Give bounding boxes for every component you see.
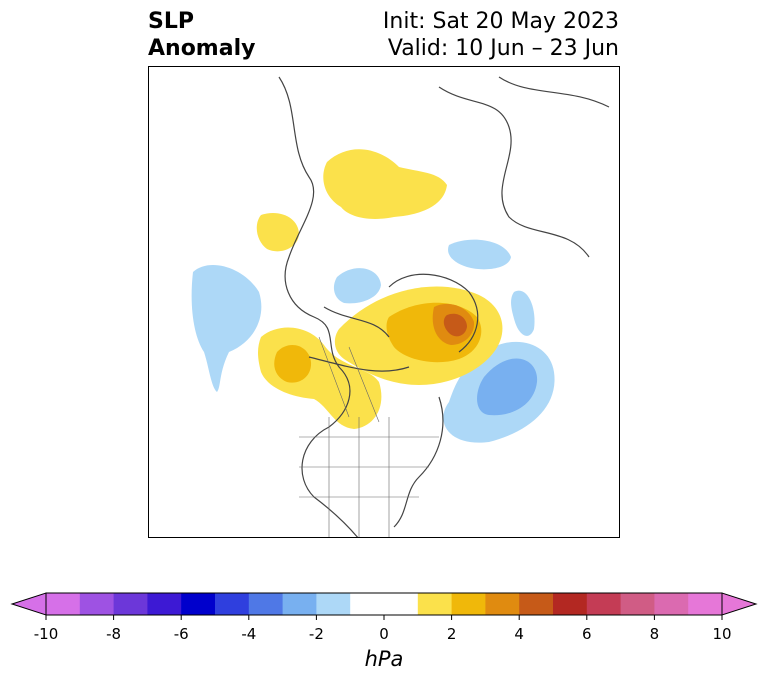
map-panel <box>148 66 620 538</box>
init-date: Init: Sat 20 May 2023 <box>382 9 619 34</box>
anomaly-low-hudson <box>333 268 381 304</box>
colorbar-tick-label: -6 <box>173 625 189 643</box>
colorbar-swatch <box>688 593 723 615</box>
colorbar-tick-label: -10 <box>33 625 59 643</box>
colorbar-swatch <box>451 593 486 615</box>
colorbar-unit: hPa <box>364 647 404 671</box>
anomaly-high-greenland-4 <box>443 313 467 337</box>
colorbar-swatch <box>79 593 115 615</box>
colorbar-swatch <box>46 593 81 615</box>
forecast-dates: Init: Sat 20 May 2023 Valid: 10 Jun – 23… <box>383 8 619 62</box>
title-variable-sub: Anomaly <box>148 36 256 61</box>
colorbar-tick-label: 6 <box>582 625 592 643</box>
colorbar-swatch <box>215 593 250 615</box>
map-title: SLP Anomaly <box>148 8 255 62</box>
colorbar-tick-label: 0 <box>379 625 389 643</box>
anomaly-low-eastern <box>511 290 535 336</box>
colorbar-swatch <box>147 593 182 615</box>
anomaly-high-west-core <box>274 344 312 383</box>
colorbar-swatch <box>654 593 689 615</box>
anomaly-low-arctic <box>448 239 511 270</box>
colorbar-tick-label: 10 <box>712 625 732 643</box>
anomaly-high-siberia <box>323 149 447 219</box>
valid-range: Valid: 10 Jun – 23 Jun <box>387 36 619 61</box>
state-borders <box>299 336 439 537</box>
colorbar-swatch <box>113 593 148 615</box>
colorbar-swatch <box>248 593 284 615</box>
colorbar <box>10 592 758 620</box>
colorbar-tick-label: -2 <box>308 625 324 643</box>
colorbar-swatch <box>417 593 453 615</box>
colorbar-extend-max <box>721 592 758 616</box>
colorbar-swatch <box>485 593 520 615</box>
title-variable: SLP <box>148 9 194 34</box>
anomaly-low-atlantic-core <box>477 358 538 416</box>
colorbar-swatch <box>350 593 385 615</box>
colorbar-swatch <box>586 593 622 615</box>
colorbar-tick-label: 4 <box>514 625 524 643</box>
anomaly-high-bering <box>256 213 299 252</box>
colorbar-tick-label: 8 <box>649 625 660 643</box>
colorbar-swatch <box>384 593 419 615</box>
slp-anomaly-map <box>191 76 610 537</box>
colorbar-swatch <box>620 593 655 615</box>
colorbar-swatch <box>519 593 554 615</box>
anomaly-low-pacific <box>191 264 262 392</box>
colorbar-swatch <box>181 593 216 615</box>
colorbar-tick-label: -4 <box>241 625 257 643</box>
colorbar-tick-label: -8 <box>106 625 122 643</box>
colorbar-swatch <box>316 593 351 615</box>
colorbar-tick-label: 2 <box>446 625 457 643</box>
colorbar-swatch <box>282 593 317 615</box>
colorbar-swatch <box>553 593 588 615</box>
colorbar-extend-min <box>10 592 47 616</box>
